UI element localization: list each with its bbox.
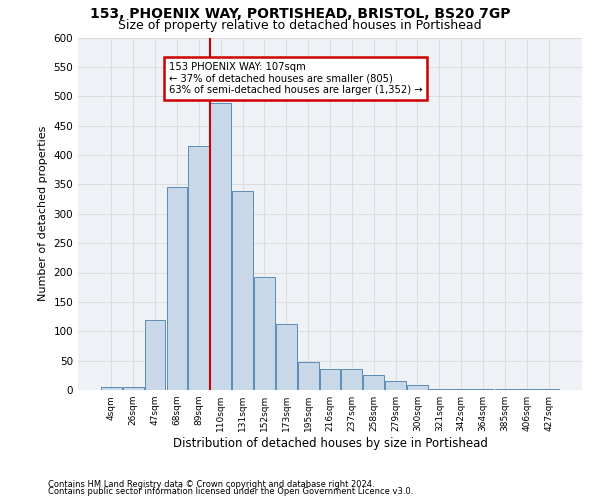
Text: 153, PHOENIX WAY, PORTISHEAD, BRISTOL, BS20 7GP: 153, PHOENIX WAY, PORTISHEAD, BRISTOL, B… [90,8,510,22]
Bar [320,370,340,390]
Bar [451,389,472,390]
Bar [298,362,319,390]
Text: Contains HM Land Registry data © Crown copyright and database right 2024.: Contains HM Land Registry data © Crown c… [48,480,374,489]
Bar [276,324,296,390]
Bar [232,192,253,390]
Bar [254,277,275,390]
Bar [429,389,450,390]
Bar [123,387,143,390]
Bar [101,387,122,390]
Bar [167,188,187,390]
Text: 153 PHOENIX WAY: 107sqm
← 37% of detached houses are smaller (805)
63% of semi-d: 153 PHOENIX WAY: 107sqm ← 37% of detache… [169,62,422,96]
Y-axis label: Number of detached properties: Number of detached properties [38,126,48,302]
Bar [364,376,384,390]
X-axis label: Distribution of detached houses by size in Portishead: Distribution of detached houses by size … [173,437,487,450]
Bar [341,370,362,390]
Bar [188,146,209,390]
Bar [210,104,231,390]
Text: Contains public sector information licensed under the Open Government Licence v3: Contains public sector information licen… [48,488,413,496]
Bar [385,381,406,390]
Bar [145,320,166,390]
Bar [407,386,428,390]
Text: Size of property relative to detached houses in Portishead: Size of property relative to detached ho… [118,18,482,32]
